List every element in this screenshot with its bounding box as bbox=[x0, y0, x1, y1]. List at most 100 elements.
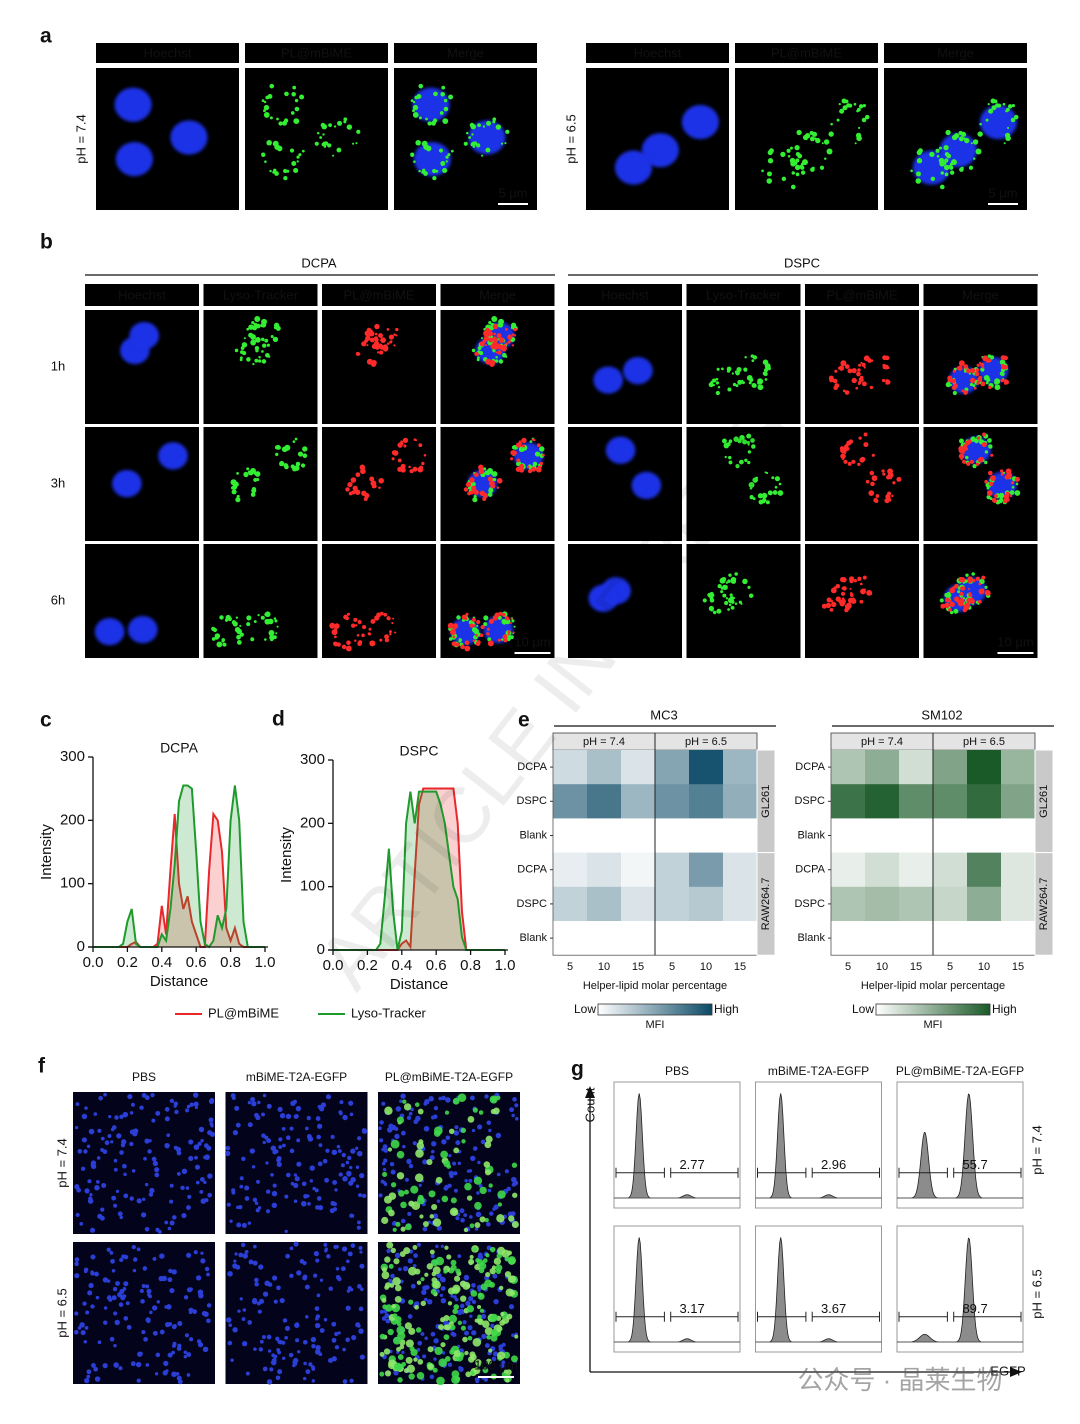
signal-dot bbox=[728, 455, 732, 460]
signal-dot bbox=[968, 165, 974, 170]
nucleus-dot bbox=[157, 1229, 162, 1234]
nucleus-dot bbox=[145, 1284, 150, 1289]
channel-label: Lyso-Tracker bbox=[223, 287, 299, 302]
nucleus-dot bbox=[86, 1374, 91, 1379]
heat-cell bbox=[933, 852, 968, 888]
signal-dot bbox=[331, 629, 338, 636]
signal-dot bbox=[984, 450, 989, 454]
egfp-dot bbox=[432, 1367, 438, 1373]
signal-dot bbox=[795, 158, 800, 163]
signal-dot bbox=[469, 477, 475, 483]
heat-cell bbox=[865, 818, 900, 853]
nucleus-dot bbox=[289, 1273, 294, 1278]
signal-dot bbox=[842, 105, 848, 111]
nucleus-dot bbox=[74, 1311, 79, 1316]
signal-dot bbox=[273, 322, 280, 328]
heat-cell bbox=[655, 784, 690, 819]
nucleus-dot bbox=[122, 1294, 127, 1298]
signal-dot bbox=[391, 450, 397, 456]
egfp-dot bbox=[488, 1183, 493, 1188]
channel-bar bbox=[322, 284, 436, 306]
signal-dot bbox=[843, 459, 848, 464]
nucleus-dot bbox=[360, 1287, 364, 1292]
egfp-dot bbox=[486, 1334, 492, 1340]
egfp-dot bbox=[408, 1266, 417, 1276]
signal-dot bbox=[504, 142, 507, 145]
nucleus-dot bbox=[269, 1367, 274, 1372]
nucleus-dot bbox=[226, 1202, 231, 1207]
heat-cell bbox=[831, 852, 866, 888]
signal-dot bbox=[752, 355, 758, 360]
signal-dot bbox=[762, 371, 767, 376]
nucleus-dot bbox=[281, 1340, 286, 1345]
signal-dot bbox=[734, 572, 738, 576]
signal-dot bbox=[478, 464, 484, 471]
nucleus-dot bbox=[331, 1149, 338, 1156]
signal-dot bbox=[537, 465, 542, 470]
nucleus-dot bbox=[239, 1297, 243, 1301]
signal-dot bbox=[450, 149, 454, 153]
signal-dot bbox=[709, 382, 713, 387]
nucleus-dot bbox=[493, 1298, 499, 1305]
signal-dot bbox=[356, 633, 360, 637]
signal-dot bbox=[936, 154, 940, 158]
micrograph bbox=[568, 544, 682, 658]
signal-dot bbox=[723, 442, 730, 449]
egfp-dot bbox=[447, 1301, 453, 1306]
signal-dot bbox=[976, 578, 979, 582]
nucleus-dot bbox=[167, 1277, 173, 1283]
nucleus-dot bbox=[309, 1165, 315, 1171]
nucleus-dot bbox=[486, 1221, 491, 1227]
signal-dot bbox=[725, 581, 729, 584]
egfp-dot bbox=[482, 1367, 489, 1374]
signal-dot bbox=[993, 99, 998, 104]
nucleus-dot bbox=[332, 1180, 338, 1185]
egfp-dot bbox=[408, 1327, 416, 1335]
signal-dot bbox=[984, 460, 988, 465]
signal-dot bbox=[1000, 378, 1004, 383]
signal-dot bbox=[967, 439, 972, 444]
signal-dot bbox=[386, 328, 390, 331]
signal-dot bbox=[269, 169, 272, 173]
egfp-dot bbox=[485, 1358, 492, 1365]
signal-dot bbox=[300, 463, 306, 468]
nucleus-dot bbox=[111, 1295, 117, 1301]
signal-dot bbox=[987, 438, 992, 443]
egfp-dot bbox=[464, 1182, 472, 1191]
signal-dot bbox=[471, 617, 476, 622]
signal-dot bbox=[296, 155, 300, 159]
nucleus-dot bbox=[131, 1169, 136, 1173]
nucleus bbox=[158, 442, 188, 470]
nucleus-dot bbox=[278, 1145, 283, 1149]
nucleus-dot bbox=[81, 1137, 87, 1143]
nucleus-dot bbox=[90, 1254, 96, 1260]
signal-dot bbox=[930, 176, 936, 182]
nucleus-dot bbox=[127, 1093, 133, 1100]
egfp-dot bbox=[467, 1115, 475, 1123]
signal-dot bbox=[212, 627, 218, 633]
nucleus-dot bbox=[453, 1171, 458, 1176]
nucleus-dot bbox=[126, 1324, 132, 1330]
signal-dot bbox=[276, 117, 279, 121]
signal-dot bbox=[357, 619, 362, 625]
egfp-dot bbox=[392, 1227, 397, 1232]
signal-dot bbox=[715, 390, 720, 396]
egfp-dot bbox=[468, 1258, 475, 1265]
heat-cell bbox=[967, 784, 1002, 819]
egfp-dot bbox=[466, 1284, 471, 1289]
nucleus bbox=[94, 618, 125, 646]
signal-dot bbox=[491, 316, 498, 322]
nucleus-dot bbox=[207, 1192, 213, 1198]
heat-cell bbox=[621, 818, 656, 853]
signal-dot bbox=[302, 446, 308, 452]
egfp-dot bbox=[397, 1377, 403, 1383]
column-label: 10 bbox=[598, 961, 610, 973]
nucleus-dot bbox=[440, 1298, 447, 1304]
signal-dot bbox=[501, 638, 504, 641]
nucleus-dot bbox=[247, 1100, 252, 1105]
signal-dot bbox=[846, 103, 851, 108]
nucleus-dot bbox=[192, 1092, 199, 1098]
signal-dot bbox=[724, 600, 729, 606]
signal-dot bbox=[882, 355, 887, 361]
signal-dot bbox=[290, 464, 295, 469]
